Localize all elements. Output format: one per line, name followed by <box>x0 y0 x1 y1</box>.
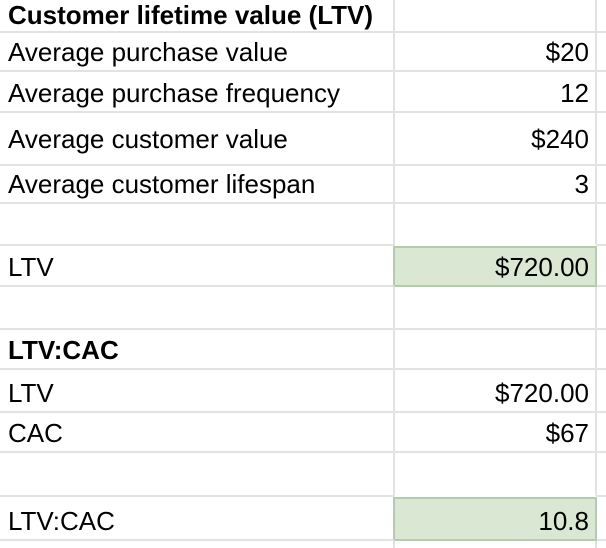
table-row-ltv-cac-result: LTV:CAC 10.8 <box>0 497 606 541</box>
cell-filler[interactable] <box>597 330 606 370</box>
table-row: Average purchase frequency 12 <box>0 72 606 113</box>
cell-label[interactable]: LTV <box>0 370 395 413</box>
table-row-empty <box>0 287 606 330</box>
table-row-empty <box>0 204 606 246</box>
cell-label[interactable]: LTV:CAC <box>0 497 395 541</box>
cell-filler[interactable] <box>597 541 606 548</box>
table-row-empty <box>0 453 606 497</box>
cell-value[interactable]: 3 <box>395 166 597 204</box>
cell-label[interactable]: Average customer value <box>0 113 395 166</box>
table-row: Average purchase value $20 <box>0 33 606 72</box>
cell-filler[interactable] <box>597 166 606 204</box>
cell-value[interactable] <box>395 204 597 246</box>
table-row: LTV:CAC <box>0 330 606 370</box>
cell-filler[interactable] <box>597 113 606 166</box>
cell-value[interactable]: $240 <box>395 113 597 166</box>
cell-filler[interactable] <box>597 204 606 246</box>
cell-label[interactable] <box>0 287 395 330</box>
cell-label[interactable]: Average purchase value <box>0 33 395 72</box>
cell-label[interactable] <box>0 453 395 497</box>
cell-value[interactable] <box>395 330 597 370</box>
cell-label[interactable]: LTV <box>0 246 395 287</box>
cell-label[interactable] <box>0 541 395 548</box>
table-row: LTV $720.00 <box>0 370 606 413</box>
cell-filler[interactable] <box>597 287 606 330</box>
cell-filler[interactable] <box>597 453 606 497</box>
table-row: CAC $67 <box>0 413 606 453</box>
cell-label[interactable]: CAC <box>0 413 395 453</box>
cell-label[interactable]: LTV:CAC <box>0 330 395 370</box>
table-row: Customer lifetime value (LTV) <box>0 0 606 33</box>
cell-filler[interactable] <box>597 413 606 453</box>
table-row-ltv-result: LTV $720.00 <box>0 246 606 287</box>
cell-label[interactable]: Average customer lifespan <box>0 166 395 204</box>
table-row-clipped <box>0 541 606 548</box>
cell-value-highlighted[interactable]: $720.00 <box>395 246 597 287</box>
cell-label[interactable] <box>0 204 395 246</box>
cell-filler[interactable] <box>597 0 606 33</box>
cell-label[interactable]: Average purchase frequency <box>0 72 395 113</box>
table-row: Average customer lifespan 3 <box>0 166 606 204</box>
cell-filler[interactable] <box>597 246 606 287</box>
cell-value[interactable] <box>395 287 597 330</box>
cell-value[interactable]: $67 <box>395 413 597 453</box>
cell-value[interactable]: $20 <box>395 33 597 72</box>
table-row: Average customer value $240 <box>0 113 606 166</box>
cell-value[interactable] <box>395 0 597 33</box>
cell-value[interactable] <box>395 453 597 497</box>
cell-value[interactable]: $720.00 <box>395 370 597 413</box>
cell-filler[interactable] <box>597 370 606 413</box>
cell-filler[interactable] <box>597 497 606 541</box>
cell-filler[interactable] <box>597 33 606 72</box>
cell-value[interactable]: 12 <box>395 72 597 113</box>
cell-value-highlighted[interactable]: 10.8 <box>395 497 597 541</box>
cell-filler[interactable] <box>597 72 606 113</box>
cell-value[interactable] <box>395 541 597 548</box>
cell-label[interactable]: Customer lifetime value (LTV) <box>0 0 395 33</box>
